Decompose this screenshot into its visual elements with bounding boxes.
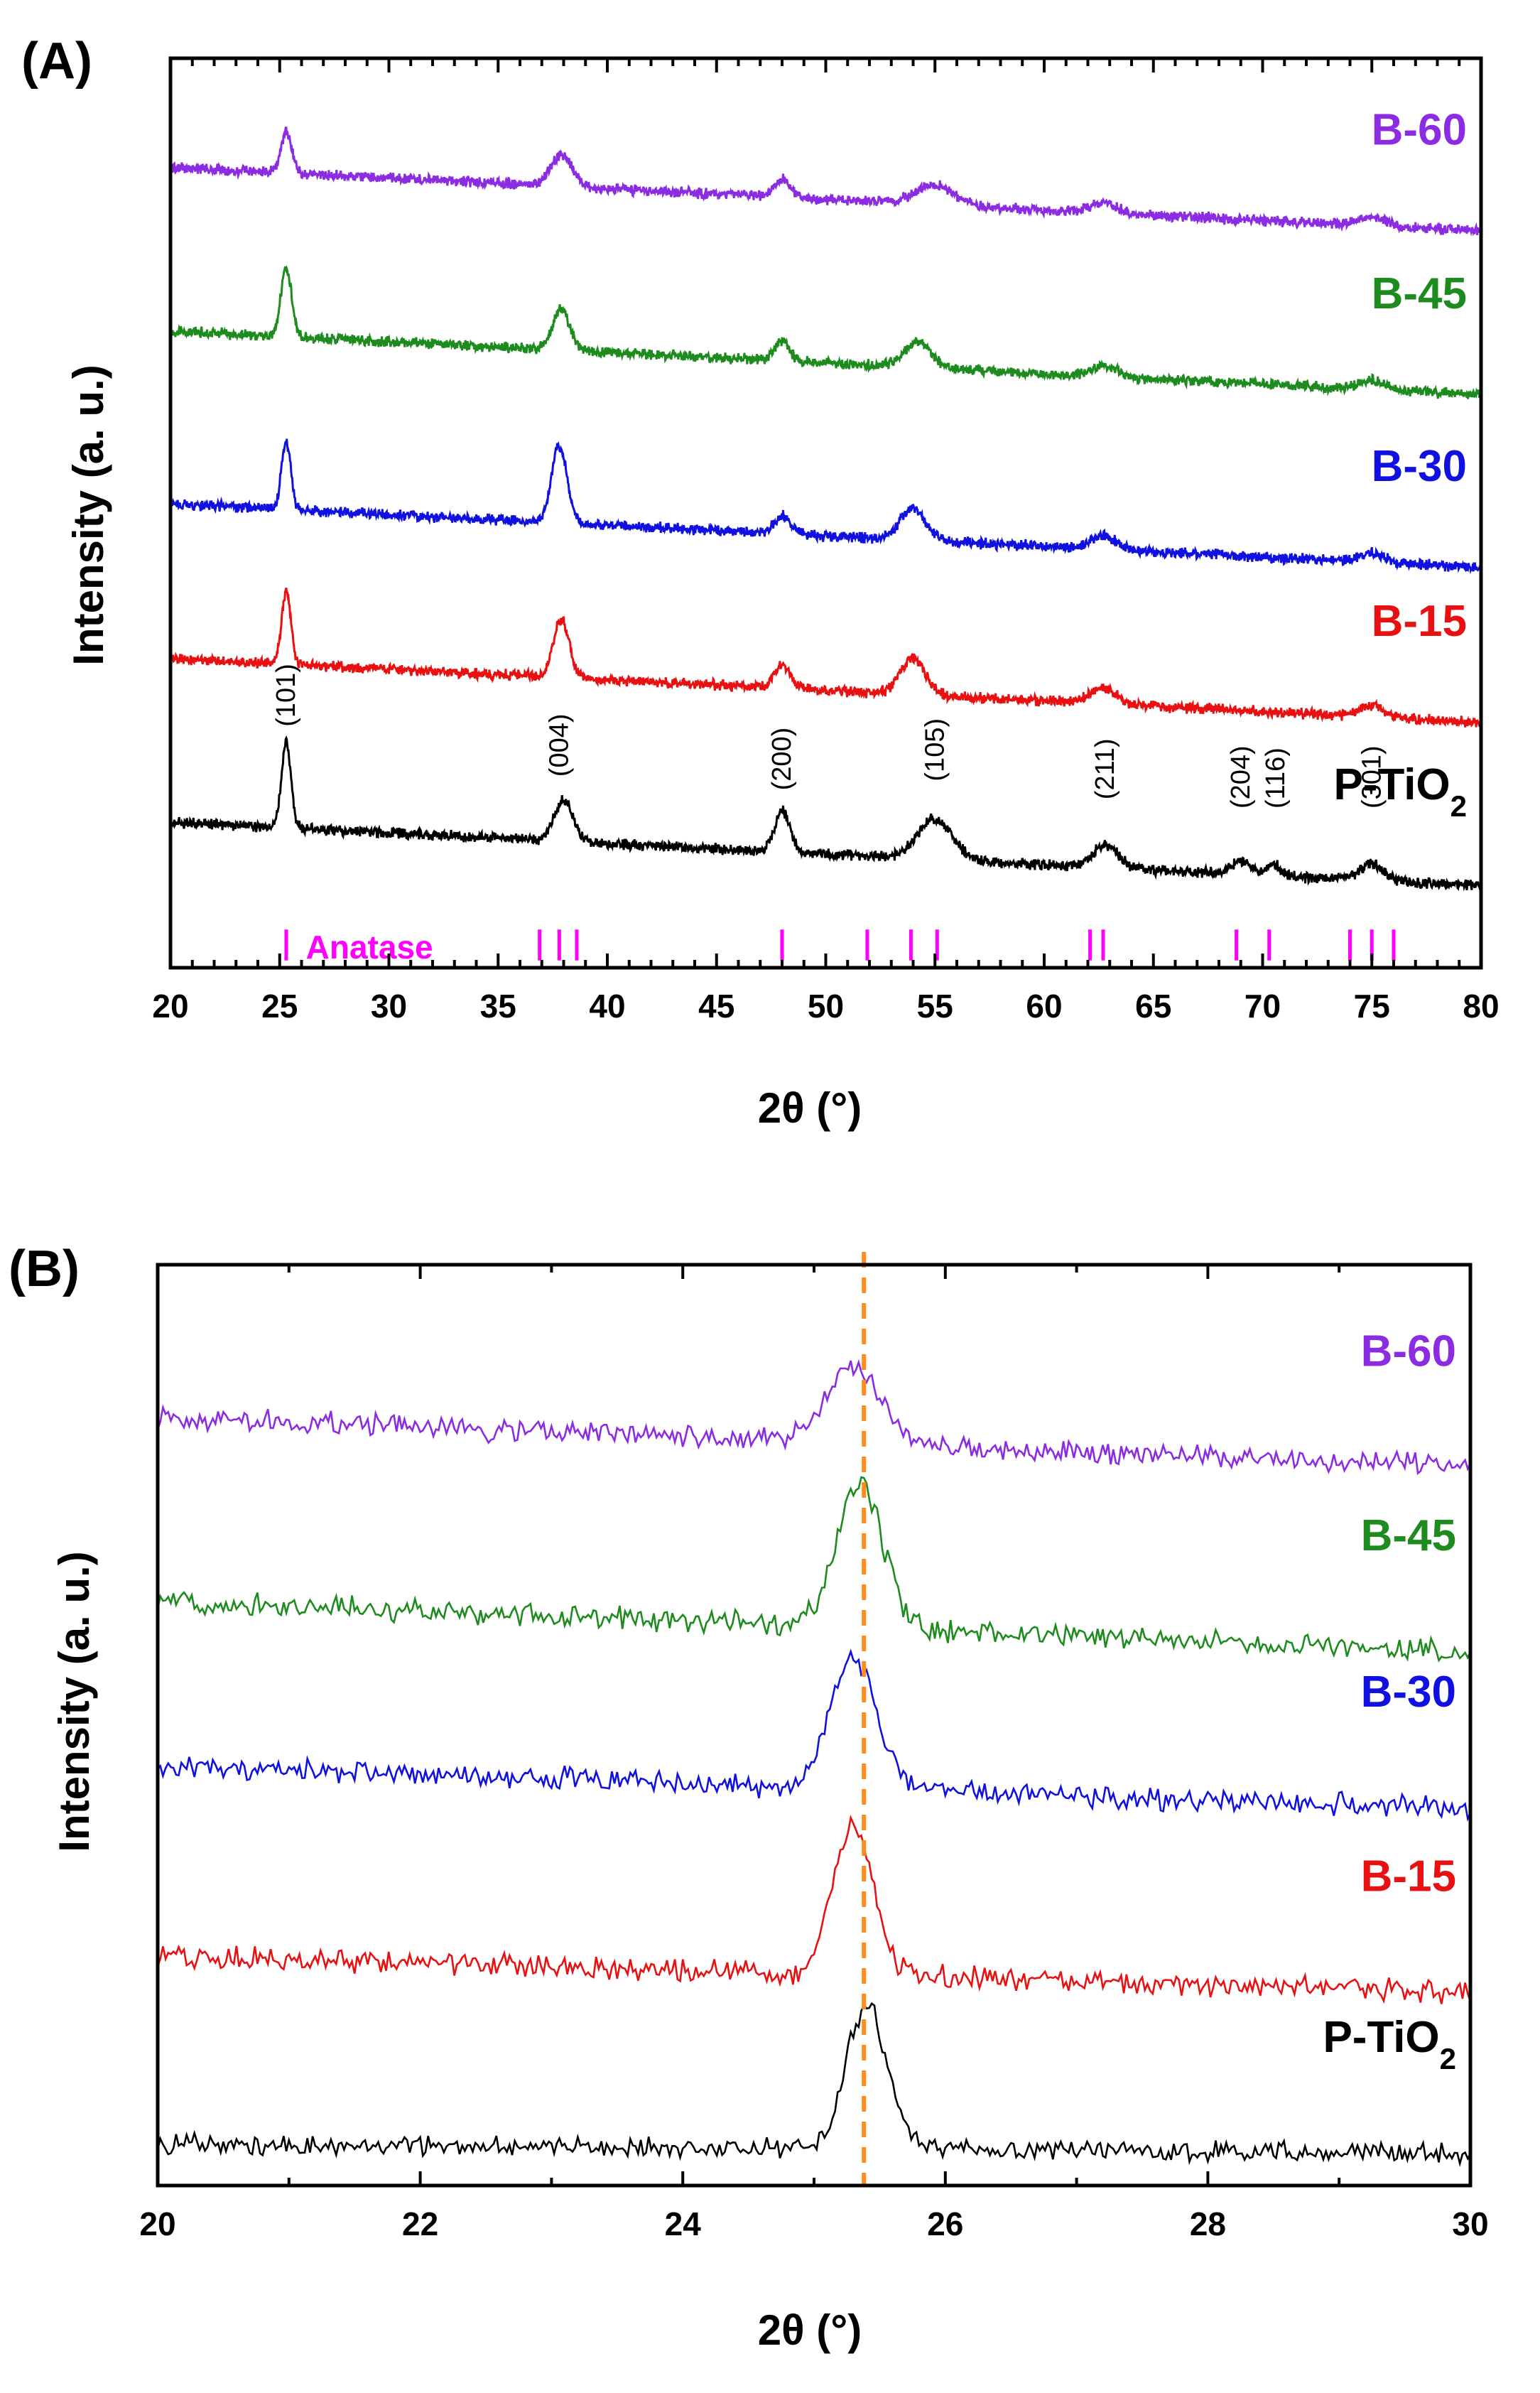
x-tick-label: 80 — [1463, 988, 1499, 1025]
series-label-b-45: B-45 — [1361, 1511, 1456, 1560]
hkl-label: (301) — [1357, 745, 1387, 809]
plot-frame — [156, 1263, 1473, 2188]
x-tick-label: 20 — [152, 988, 188, 1025]
panel-b-x-axis-title: 2θ (°) — [758, 2306, 862, 2354]
hkl-label: (204) — [1226, 745, 1256, 809]
series-label-subscript: 2 — [1450, 789, 1467, 823]
series-line-p-tio2 — [156, 2002, 1472, 2168]
hkl-label: (004) — [544, 713, 574, 777]
hkl-label: (105) — [920, 718, 950, 782]
series-line-b-60 — [170, 126, 1482, 237]
series-line-b-45 — [156, 1476, 1472, 1663]
series-label-b-45: B-45 — [1372, 269, 1467, 318]
x-tick-label: 22 — [402, 2205, 438, 2242]
series-label-p-tio2: P-TiO2 — [1333, 760, 1467, 823]
x-tick-label: 20 — [139, 2205, 175, 2242]
series-label-b-15: B-15 — [1361, 1852, 1456, 1901]
series-line-b-15 — [170, 587, 1482, 729]
series-line-b-30 — [156, 1648, 1472, 1822]
panel-b-label: (B) — [9, 1241, 80, 1297]
x-tick-label: 30 — [371, 988, 407, 1025]
series-label-b-60: B-60 — [1372, 106, 1467, 155]
x-tick-label: 26 — [927, 2205, 963, 2242]
panel-a-y-axis-title: Intensity (a. u.) — [65, 364, 112, 665]
series-label-b-60: B-60 — [1361, 1327, 1456, 1376]
x-tick-label: 65 — [1135, 988, 1171, 1025]
x-tick-label: 28 — [1190, 2205, 1226, 2242]
panel-a-label: (A) — [21, 33, 92, 90]
x-tick-label: 40 — [589, 988, 625, 1025]
x-tick-label: 60 — [1026, 988, 1062, 1025]
series-line-b-30 — [169, 438, 1482, 575]
x-tick-label: 55 — [917, 988, 953, 1025]
series-label-subscript: 2 — [1440, 2042, 1456, 2075]
x-tick-label: 75 — [1354, 988, 1390, 1025]
panel-a-x-axis-title: 2θ (°) — [758, 1084, 862, 1132]
series-label-p-tio2: P-TiO2 — [1323, 2013, 1456, 2075]
series-label-b-15: B-15 — [1372, 597, 1467, 646]
panel-b: (B) B-60B-45B-30B-15P-TiO2 20 22 24 26 28 30 … — [9, 1241, 1489, 2354]
anatase-label: Anatase — [306, 929, 433, 966]
x-tick-label: 24 — [665, 2205, 702, 2242]
x-tick-label: 35 — [480, 988, 516, 1025]
series-line-b-60 — [156, 1358, 1472, 1475]
series-label-b-30: B-30 — [1372, 442, 1467, 491]
panel-b-y-axis-title: Intensity (a. u.) — [50, 1551, 98, 1852]
panel-a: (A) B-60 B-45 B-30 B-15 P-TiO2 (101) (004) (200… — [21, 33, 1500, 1132]
hkl-label: (116) — [1261, 747, 1291, 809]
hkl-label: (200) — [767, 728, 797, 791]
series-line-b-45 — [169, 264, 1482, 399]
x-tick-label: 25 — [261, 988, 298, 1025]
x-tick-label: 45 — [698, 988, 734, 1025]
hkl-label: (211) — [1090, 738, 1120, 799]
x-tick-label: 70 — [1245, 988, 1281, 1025]
series-line-b-15 — [156, 1815, 1472, 2004]
series-line-p-tio2 — [169, 735, 1482, 892]
hkl-label: (101) — [271, 664, 301, 727]
x-tick-label: 30 — [1452, 2205, 1488, 2242]
x-tick-label: 50 — [808, 988, 844, 1025]
series-label-b-30: B-30 — [1361, 1668, 1456, 1717]
